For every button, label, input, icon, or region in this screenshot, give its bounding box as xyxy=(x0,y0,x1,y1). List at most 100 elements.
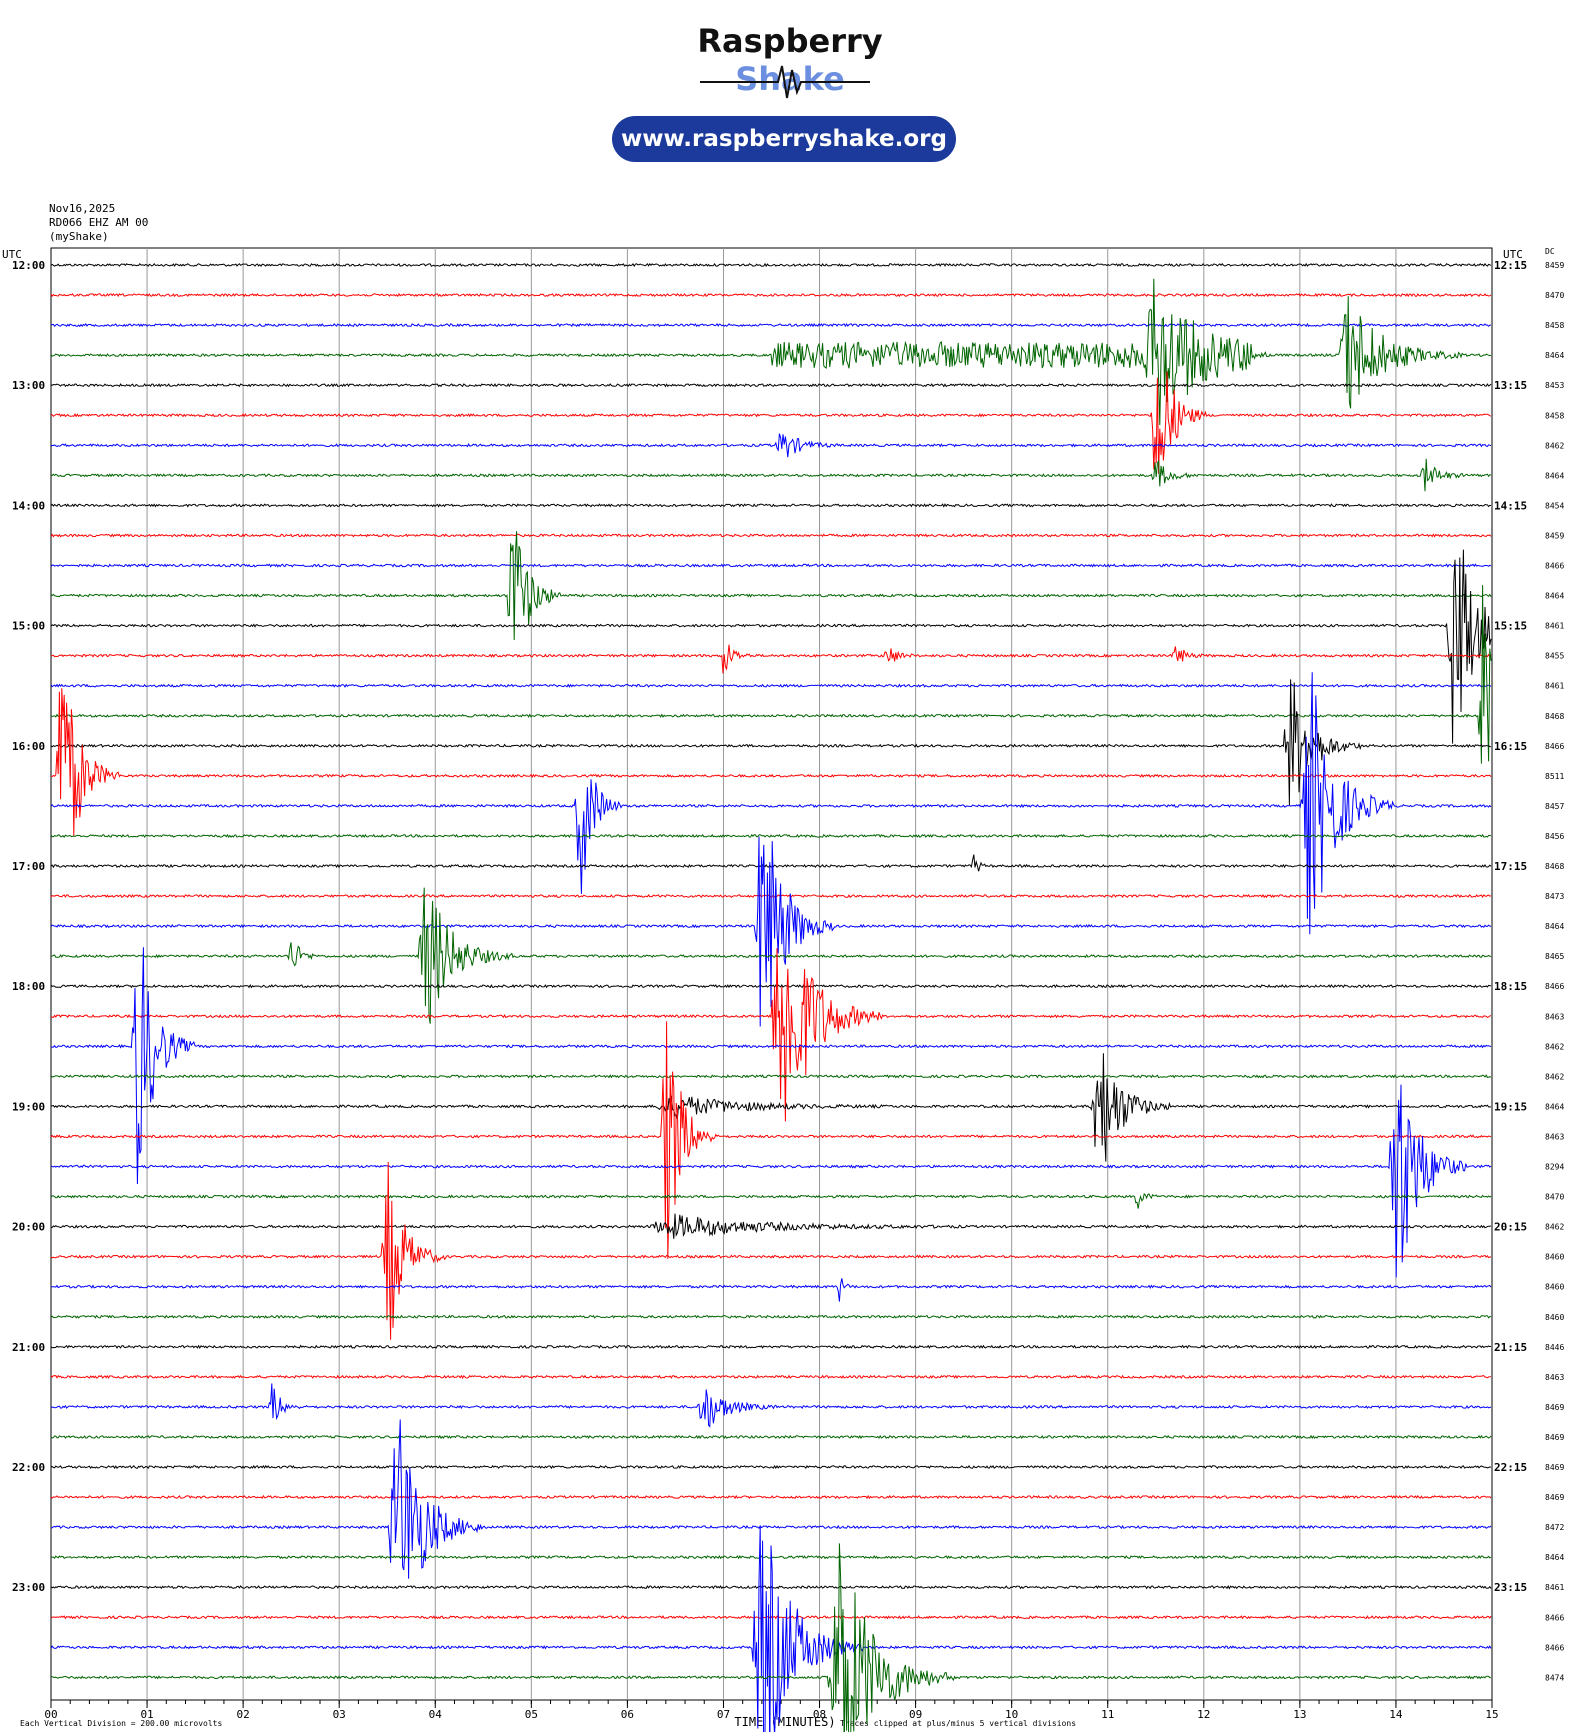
dc-value: 8469 xyxy=(1545,1403,1564,1412)
right-hour-label: 12:15 xyxy=(1494,259,1527,272)
left-hour-label: 12:00 xyxy=(12,259,45,272)
left-hour-label: 13:00 xyxy=(12,379,45,392)
x-tick-label: 06 xyxy=(621,1708,634,1721)
dc-value: 8469 xyxy=(1545,1463,1564,1472)
header-network: (myShake) xyxy=(49,230,109,243)
dc-value: 8466 xyxy=(1545,742,1564,751)
seismic-trace xyxy=(50,382,1492,388)
x-tick-label: 05 xyxy=(525,1708,538,1721)
dc-value: 8458 xyxy=(1545,411,1564,420)
dc-value: 8468 xyxy=(1545,712,1564,721)
dc-value: 8453 xyxy=(1545,381,1564,390)
seismic-trace xyxy=(50,563,1492,568)
x-tick-label: 13 xyxy=(1293,1708,1306,1721)
seismic-trace xyxy=(50,1213,1492,1239)
dc-value: 8469 xyxy=(1545,1493,1564,1502)
x-axis-label: TIME (MINUTES) xyxy=(734,1715,835,1729)
seismic-trace xyxy=(50,1494,1492,1500)
seismic-trace xyxy=(50,322,1492,328)
seismic-trace xyxy=(50,1525,1492,1732)
seismic-trace xyxy=(50,1543,1492,1732)
header-station: RD066 EHZ AM 00 xyxy=(49,216,149,229)
dc-value: 8511 xyxy=(1545,772,1564,781)
seismic-trace xyxy=(50,371,1492,474)
x-tick-label: 00 xyxy=(44,1708,57,1721)
right-hour-label: 23:15 xyxy=(1494,1581,1527,1594)
seismic-trace xyxy=(50,854,1492,872)
utc-right-label: UTC xyxy=(1503,248,1523,261)
scale-footnote: Each Vertical Division = 200.00 microvol… xyxy=(20,1719,222,1728)
left-hour-label: 15:00 xyxy=(12,620,45,633)
dc-value: 8469 xyxy=(1545,1433,1564,1442)
clip-footnote: Traces clipped at plus/minus 5 vertical … xyxy=(840,1719,1076,1728)
dc-value: 8464 xyxy=(1545,1553,1564,1562)
dc-value: 8472 xyxy=(1545,1523,1564,1532)
seismic-trace xyxy=(50,984,1491,989)
right-hour-label: 13:15 xyxy=(1494,379,1527,392)
dc-value: 8470 xyxy=(1545,1193,1564,1202)
x-tick-label: 04 xyxy=(429,1708,443,1721)
dc-value: 8464 xyxy=(1545,351,1564,360)
right-hour-label: 16:15 xyxy=(1494,740,1527,753)
website-link[interactable]: www.raspberryshake.org xyxy=(612,116,956,162)
seismic-trace xyxy=(50,1419,1492,1579)
dc-value: 8468 xyxy=(1545,862,1564,871)
dc-value: 8466 xyxy=(1545,1613,1564,1622)
dc-value: 8473 xyxy=(1545,892,1564,901)
right-hour-label: 14:15 xyxy=(1494,499,1527,512)
dc-value: 8446 xyxy=(1545,1343,1564,1352)
right-hour-label: 17:15 xyxy=(1494,860,1527,873)
seismic-trace xyxy=(50,278,1492,426)
seismic-trace xyxy=(50,433,1492,458)
left-hour-label: 14:00 xyxy=(12,499,45,512)
dc-value: 8464 xyxy=(1545,1102,1564,1111)
seismic-trace xyxy=(50,836,1492,1027)
seismic-trace xyxy=(50,833,1492,839)
seismic-trace xyxy=(50,948,1492,1122)
x-tick-label: 03 xyxy=(333,1708,346,1721)
seismic-trace xyxy=(50,1021,1492,1259)
logo-wave-icon xyxy=(700,65,870,99)
dc-value: 8458 xyxy=(1545,321,1564,330)
plot-frame xyxy=(50,247,1493,1701)
seismic-trace xyxy=(50,292,1492,298)
dc-label: DC xyxy=(1545,247,1555,256)
dc-value: 8459 xyxy=(1545,531,1564,540)
seismic-trace xyxy=(50,531,1492,641)
dc-value: 8460 xyxy=(1545,1283,1564,1292)
seismic-trace xyxy=(50,503,1492,508)
x-tick-label: 14 xyxy=(1389,1708,1403,1721)
seismic-trace xyxy=(50,262,1492,268)
right-hour-label: 21:15 xyxy=(1494,1341,1527,1354)
seismic-trace xyxy=(50,672,1492,935)
dc-value: 8460 xyxy=(1545,1313,1564,1322)
x-tick-label: 15 xyxy=(1485,1708,1498,1721)
dc-value: 8463 xyxy=(1545,1132,1564,1141)
dc-value: 8464 xyxy=(1545,922,1564,931)
left-hour-label: 22:00 xyxy=(12,1461,45,1474)
right-hour-label: 20:15 xyxy=(1494,1221,1527,1234)
seismic-trace xyxy=(50,1053,1492,1162)
dc-value: 8466 xyxy=(1545,982,1564,991)
seismic-trace xyxy=(50,644,1492,674)
seismic-trace xyxy=(50,533,1492,538)
dc-value: 8457 xyxy=(1545,802,1564,811)
x-tick-label: 10 xyxy=(1005,1708,1018,1721)
dc-value: 8456 xyxy=(1545,832,1564,841)
header-date: Nov16,2025 xyxy=(49,202,116,215)
seismic-trace xyxy=(50,679,1492,806)
dc-value: 8470 xyxy=(1545,291,1564,300)
dc-value: 8459 xyxy=(1545,261,1564,270)
dc-value: 8474 xyxy=(1545,1673,1564,1682)
dc-value: 8463 xyxy=(1545,1012,1564,1021)
seismic-trace xyxy=(50,549,1492,744)
dc-value: 8454 xyxy=(1545,501,1564,510)
seismic-trace xyxy=(50,683,1492,688)
seismic-trace xyxy=(50,1314,1492,1319)
left-hour-label: 20:00 xyxy=(12,1221,45,1234)
x-tick-label: 01 xyxy=(140,1708,153,1721)
seismic-trace xyxy=(50,458,1492,492)
left-hour-label: 16:00 xyxy=(12,740,45,753)
dc-value: 8461 xyxy=(1545,1583,1564,1592)
